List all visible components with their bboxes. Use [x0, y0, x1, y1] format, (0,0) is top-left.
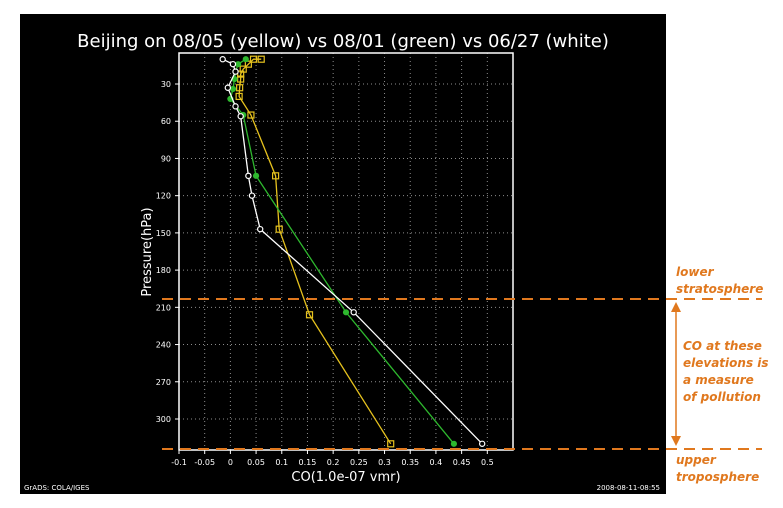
y-tick-label: 90: [161, 154, 171, 163]
data-point: [350, 309, 357, 316]
y-tick-label: 150: [156, 229, 171, 238]
annotation-line: elevations is: [683, 356, 769, 370]
data-point: [232, 68, 239, 75]
data-point: [248, 192, 256, 199]
x-tick-label: 0.15: [299, 458, 317, 467]
x-tick-label: 0.1: [275, 458, 288, 467]
plot-frame: [178, 52, 514, 451]
data-point: [234, 61, 242, 68]
data-point: [450, 440, 458, 447]
data-point: [245, 172, 252, 180]
x-axis-label: CO(1.0e-07 vmr): [291, 470, 400, 485]
data-point: [237, 113, 244, 120]
data-point: [224, 84, 232, 91]
x-tick-label: 0.2: [327, 458, 340, 467]
data-point: [249, 55, 258, 63]
data-point: [244, 60, 252, 68]
annotation-upper-troposphere: upper troposphere: [676, 452, 759, 486]
annotation-line: upper: [676, 453, 716, 467]
range-arrow-head-down: [671, 436, 681, 446]
data-point: [219, 56, 226, 63]
x-tick-label: 0.05: [247, 458, 265, 467]
y-tick-label: 60: [161, 117, 171, 126]
data-point: [242, 56, 249, 63]
footer-left: GrADS: COLA/IGES: [24, 484, 90, 492]
annotation-line: a measure: [683, 373, 754, 387]
y-tick-label: 300: [156, 415, 171, 424]
data-point: [252, 172, 260, 179]
data-point: [229, 60, 237, 68]
x-tick-label: -0.05: [194, 458, 215, 467]
x-tick-label: 0.4: [430, 458, 443, 467]
annotation-line: lower: [676, 265, 714, 279]
annotation-line: troposphere: [676, 470, 760, 484]
data-point: [478, 440, 486, 447]
y-tick-label: 180: [156, 266, 171, 275]
y-tick-label: 120: [156, 192, 171, 201]
annotation-line: stratosphere: [676, 282, 764, 296]
x-tick-label: 0.25: [350, 458, 368, 467]
data-point: [387, 440, 395, 448]
x-tick-label: 0: [228, 458, 233, 467]
chart-title: Beijing on 08/05 (yellow) vs 08/01 (gree…: [77, 31, 609, 52]
annotation-pollution-note: CO at these elevations is a measure of p…: [683, 338, 769, 406]
x-tick-label: 0.35: [401, 458, 419, 467]
y-axis-label: Pressure(hPa): [140, 207, 155, 296]
data-point: [247, 111, 255, 119]
y-tick-label: 270: [156, 378, 171, 387]
data-point: [237, 70, 245, 78]
annotation-line: CO at these: [683, 339, 762, 353]
data-point: [237, 75, 245, 83]
range-arrow-head-up: [671, 302, 681, 312]
x-tick-label: 0.5: [481, 458, 494, 467]
y-tick-label: 240: [156, 341, 171, 350]
footer-right: 2008-08-11-08:55: [597, 484, 660, 492]
series-line: [222, 58, 483, 445]
chart: -0.1 -0.05 0 0.05 0.1 0.15 0.2 0.25 0.3 0.35 0.4 0.…: [24, 31, 660, 492]
data-point: [305, 311, 314, 319]
data-point: [229, 85, 237, 93]
data-point: [236, 84, 244, 92]
series-line: [238, 58, 392, 445]
data-point: [256, 225, 264, 233]
y-tick-label: 30: [161, 80, 171, 89]
data-point: [257, 55, 265, 63]
x-tick-label: 0.3: [378, 458, 391, 467]
annotation-lower-stratosphere: lower stratosphere: [676, 264, 763, 298]
annotation-line: of pollution: [683, 390, 761, 404]
data-point: [275, 225, 283, 233]
x-tick-label: 0.45: [453, 458, 471, 467]
data-point: [342, 309, 350, 316]
y-tick-label: 210: [156, 303, 171, 312]
data-point: [232, 103, 239, 110]
series-line: [229, 58, 455, 445]
plot-panel: -0.1 -0.05 0 0.05 0.1 0.15 0.2 0.25 0.3 0.35 0.4 0.…: [20, 14, 666, 494]
x-tick-label: -0.1: [171, 458, 187, 467]
data-point: [235, 92, 243, 101]
data-point: [272, 172, 280, 180]
